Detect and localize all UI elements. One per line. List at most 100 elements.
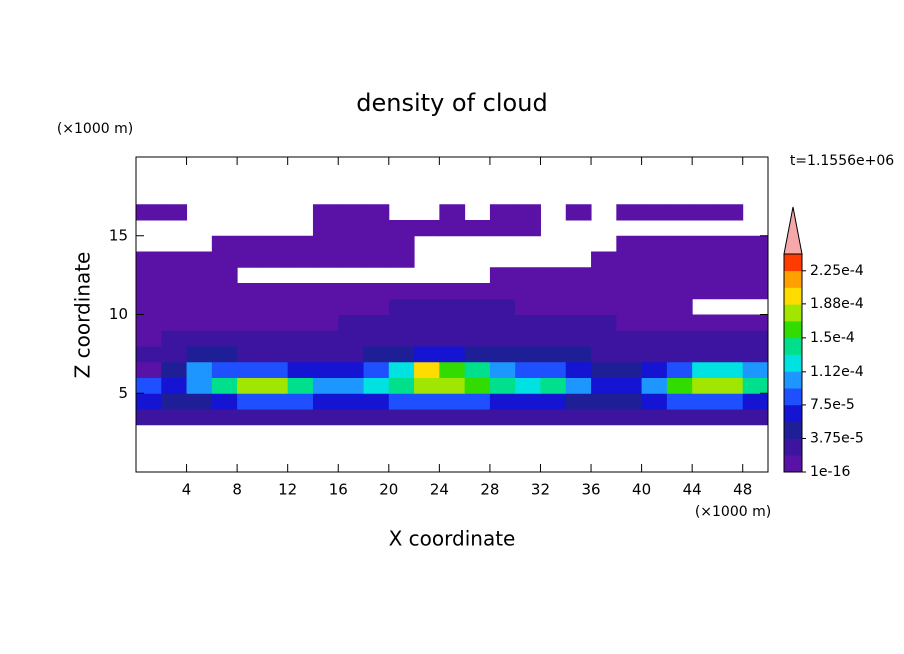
contour-cell: [540, 298, 567, 315]
contour-cell: [565, 314, 592, 331]
colorbar-band: [784, 254, 802, 272]
contour-cell: [211, 330, 238, 347]
contour-cell: [515, 393, 541, 410]
contour-cell: [489, 409, 516, 426]
contour-cell: [439, 330, 466, 347]
contour-cell: [414, 314, 440, 331]
contour-cell: [363, 361, 390, 378]
contour-cell: [186, 393, 213, 410]
contour-cell: [666, 409, 693, 426]
contour-cell: [439, 220, 466, 237]
contour-cell: [742, 409, 769, 426]
contour-cell: [641, 377, 668, 394]
contour-cell: [262, 393, 289, 410]
colorbar-band: [784, 421, 802, 439]
contour-cell: [262, 377, 289, 394]
contour-cell: [692, 361, 718, 378]
contour-cell: [136, 204, 162, 221]
contour-cell: [666, 314, 693, 331]
y-tick-label: 10: [109, 305, 128, 323]
colorbar-extend: [783, 206, 803, 255]
contour-cell: [591, 409, 617, 426]
contour-cell: [338, 204, 365, 221]
contour-cell: [262, 283, 289, 300]
contour-cell: [591, 267, 617, 284]
contour-cell: [287, 251, 314, 268]
contour-cell: [312, 204, 339, 221]
contour-cell: [540, 409, 567, 426]
contour-cell: [363, 330, 390, 347]
contour-cell: [161, 314, 188, 331]
contour-cell: [363, 251, 390, 268]
colorbar-band: [784, 287, 802, 305]
contour-cell: [186, 330, 213, 347]
x-tick-label: 8: [232, 481, 242, 499]
x-tick-label: 12: [278, 481, 297, 499]
contour-cell: [565, 393, 592, 410]
contour-cell: [186, 346, 213, 363]
contour-cell: [692, 204, 718, 221]
contour-cell: [540, 267, 567, 284]
contour-cell: [363, 235, 390, 252]
contour-cell: [186, 409, 213, 426]
contour-cell: [388, 409, 415, 426]
contour-cell: [692, 409, 718, 426]
x-tick-label: 20: [379, 481, 398, 499]
contour-cell: [186, 298, 213, 315]
contour-cell: [515, 267, 541, 284]
contour-cell: [312, 314, 339, 331]
contour-cell: [515, 204, 541, 221]
contour-cell: [742, 267, 769, 284]
contour-cell: [287, 361, 314, 378]
contour-cell: [338, 314, 365, 331]
contour-cell: [489, 377, 516, 394]
contour-cell: [666, 330, 693, 347]
contour-cell: [489, 346, 516, 363]
contour-cell: [515, 220, 541, 237]
contour-cell: [717, 283, 744, 300]
contour-cell: [237, 251, 263, 268]
contour-cell: [439, 314, 466, 331]
contour-cell: [186, 314, 213, 331]
contour-cell: [616, 393, 643, 410]
contour-cell: [211, 346, 238, 363]
contour-cell: [565, 283, 592, 300]
x-tick-label: 44: [683, 481, 702, 499]
colorbar-tick-label: 2.25e-4: [810, 263, 864, 279]
contour-cell: [388, 283, 415, 300]
x-unit: (×1000 m): [695, 504, 771, 520]
contour-cell: [211, 251, 238, 268]
contour-cell: [312, 361, 339, 378]
contour-cell: [439, 377, 466, 394]
x-tick-label: 36: [581, 481, 600, 499]
contour-cell: [540, 330, 567, 347]
contour-cell: [388, 346, 415, 363]
colorbar-tick-label: 1e-16: [810, 464, 850, 480]
contour-cell: [641, 251, 668, 268]
contour-cell: [591, 251, 617, 268]
contour-cell: [591, 330, 617, 347]
colorbar-tick-label: 7.5e-5: [810, 397, 855, 413]
contour-cell: [489, 393, 516, 410]
contour-cell: [717, 393, 744, 410]
contour-cell: [237, 409, 263, 426]
contour-cell: [489, 220, 516, 237]
contour-cell: [742, 251, 769, 268]
colorbar-band: [784, 321, 802, 339]
colorbar-band: [784, 371, 802, 389]
contour-cell: [540, 314, 567, 331]
contour-cell: [186, 283, 213, 300]
contour-cell: [338, 330, 365, 347]
contour-cell: [211, 267, 238, 284]
contour-cell: [237, 346, 263, 363]
contour-cell: [616, 346, 643, 363]
contour-cell: [186, 377, 213, 394]
contour-cell: [742, 346, 769, 363]
contour-cell: [414, 393, 440, 410]
contour-cell: [414, 283, 440, 300]
contour-cell: [666, 361, 693, 378]
contour-cell: [161, 204, 188, 221]
contour-cell: [186, 361, 213, 378]
contour-cell: [388, 361, 415, 378]
contour-cell: [515, 298, 541, 315]
